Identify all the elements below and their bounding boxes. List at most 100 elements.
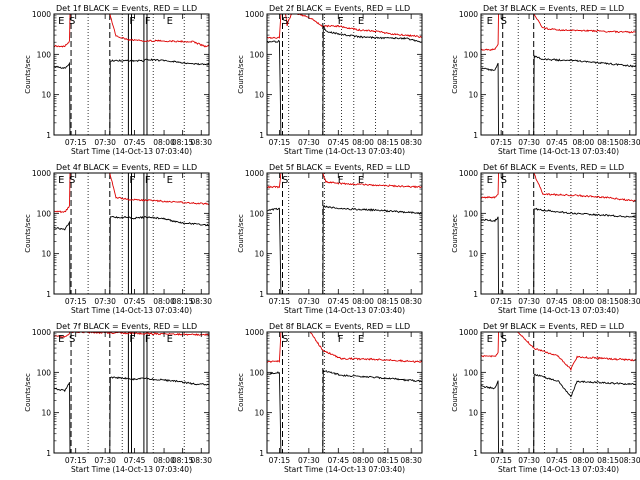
series-line [267, 204, 422, 294]
x-tick-label: 07:30 [298, 297, 320, 306]
y-tick-label: 1 [46, 449, 51, 458]
y-axis-label: Counts/sec [24, 373, 32, 412]
y-tick-label: 10 [468, 409, 478, 418]
x-tick-label: 08:15 [172, 456, 194, 465]
x-tick-label: 08:30 [190, 297, 212, 306]
x-tick-label: 08:15 [377, 297, 399, 306]
chart-title: Det 6f BLACK = Events, RED = LLD [483, 163, 624, 172]
series-line [481, 54, 636, 135]
x-tick-label: 07:45 [327, 297, 349, 306]
series-line [54, 215, 209, 294]
y-tick-label: 100 [37, 50, 52, 59]
x-tick-label: 07:30 [518, 138, 540, 147]
y-tick-label: 1 [46, 290, 51, 299]
chart-title: Det 3f BLACK = Events, RED = LLD [483, 4, 624, 13]
x-tick-label: 07:15 [269, 456, 291, 465]
event-marker-label: E [358, 16, 364, 27]
event-marker-label: E [487, 16, 493, 27]
x-axis-label: Start Time (14-Oct-13 07:03:40) [498, 465, 619, 474]
x-tick-label: 07:45 [124, 456, 146, 465]
y-tick-label: 100 [250, 50, 265, 59]
x-tick-label: 08:30 [400, 138, 422, 147]
x-tick-label: 07:30 [518, 297, 540, 306]
y-tick-label: 10 [254, 250, 264, 259]
plot-frame [53, 13, 210, 136]
x-tick-label: 08:30 [619, 456, 640, 465]
series-line [481, 14, 636, 51]
series-line [54, 376, 209, 453]
y-tick-label: 10 [41, 250, 51, 259]
chart-title: Det 9f BLACK = Events, RED = LLD [483, 322, 624, 331]
event-marker-label: E [358, 334, 364, 345]
x-tick-label: 07:45 [546, 297, 568, 306]
event-marker-label: F [129, 334, 135, 345]
plot-frame [480, 331, 637, 454]
x-tick-label: 08:30 [190, 456, 212, 465]
y-axis-label: Counts/sec [451, 55, 459, 94]
x-tick-label: 08:30 [619, 138, 640, 147]
event-marker-label: S [69, 175, 75, 186]
plot-frame [53, 331, 210, 454]
series-line [267, 368, 422, 453]
chart-title: Det 5f BLACK = Events, RED = LLD [269, 163, 410, 172]
series-line [481, 373, 636, 453]
series-line [481, 207, 636, 294]
y-tick-label: 1 [473, 290, 478, 299]
x-tick-label: 08:30 [400, 297, 422, 306]
event-marker-label: S [282, 334, 288, 345]
event-marker-label: E [58, 175, 64, 186]
x-tick-label: 07:30 [94, 456, 116, 465]
plot-frame [53, 172, 210, 295]
x-tick-label: 07:45 [327, 456, 349, 465]
chart-title: Det 1f BLACK = Events, RED = LLD [56, 4, 197, 13]
x-tick-label: 08:15 [597, 456, 619, 465]
y-axis-label: Counts/sec [24, 214, 32, 253]
x-tick-label: 08:15 [172, 297, 194, 306]
y-tick-label: 1000 [32, 169, 51, 178]
event-marker-label: F [129, 16, 135, 27]
chart-title: Det 4f BLACK = Events, RED = LLD [56, 163, 197, 172]
event-marker-label: E [487, 175, 493, 186]
y-axis-label: Counts/sec [24, 55, 32, 94]
event-marker-label: S [69, 334, 75, 345]
y-tick-label: 100 [464, 50, 479, 59]
y-tick-label: 1 [473, 131, 478, 140]
y-tick-label: 1 [259, 290, 264, 299]
x-axis-label: Start Time (14-Oct-13 07:03:40) [498, 147, 619, 156]
y-tick-label: 100 [250, 368, 265, 377]
x-tick-label: 07:15 [65, 456, 87, 465]
event-marker-label: S [69, 16, 75, 27]
x-tick-label: 07:30 [94, 297, 116, 306]
x-tick-label: 07:45 [546, 138, 568, 147]
y-tick-label: 1 [46, 131, 51, 140]
series-line [54, 58, 209, 135]
x-tick-label: 07:15 [269, 297, 291, 306]
chart-title: Det 7f BLACK = Events, RED = LLD [56, 322, 197, 331]
y-tick-label: 1000 [245, 328, 264, 337]
x-tick-label: 08:00 [352, 456, 374, 465]
x-tick-label: 08:00 [572, 138, 594, 147]
x-tick-label: 08:15 [597, 138, 619, 147]
series-line [267, 173, 422, 189]
y-tick-label: 10 [468, 250, 478, 259]
y-tick-label: 10 [41, 91, 51, 100]
y-tick-label: 1 [259, 131, 264, 140]
x-tick-label: 07:15 [490, 297, 512, 306]
y-tick-label: 10 [468, 91, 478, 100]
x-tick-label: 07:30 [518, 456, 540, 465]
x-tick-label: 07:30 [94, 138, 116, 147]
x-tick-label: 08:30 [619, 297, 640, 306]
plot-frame [480, 13, 637, 136]
event-marker-label: S [501, 16, 507, 27]
y-tick-label: 10 [41, 409, 51, 418]
x-tick-label: 08:00 [572, 456, 594, 465]
y-tick-label: 1 [473, 449, 478, 458]
event-marker-label: E [358, 175, 364, 186]
x-axis-label: Start Time (14-Oct-13 07:03:40) [71, 306, 192, 315]
plot-frame [266, 331, 423, 454]
x-tick-label: 08:00 [153, 297, 175, 306]
